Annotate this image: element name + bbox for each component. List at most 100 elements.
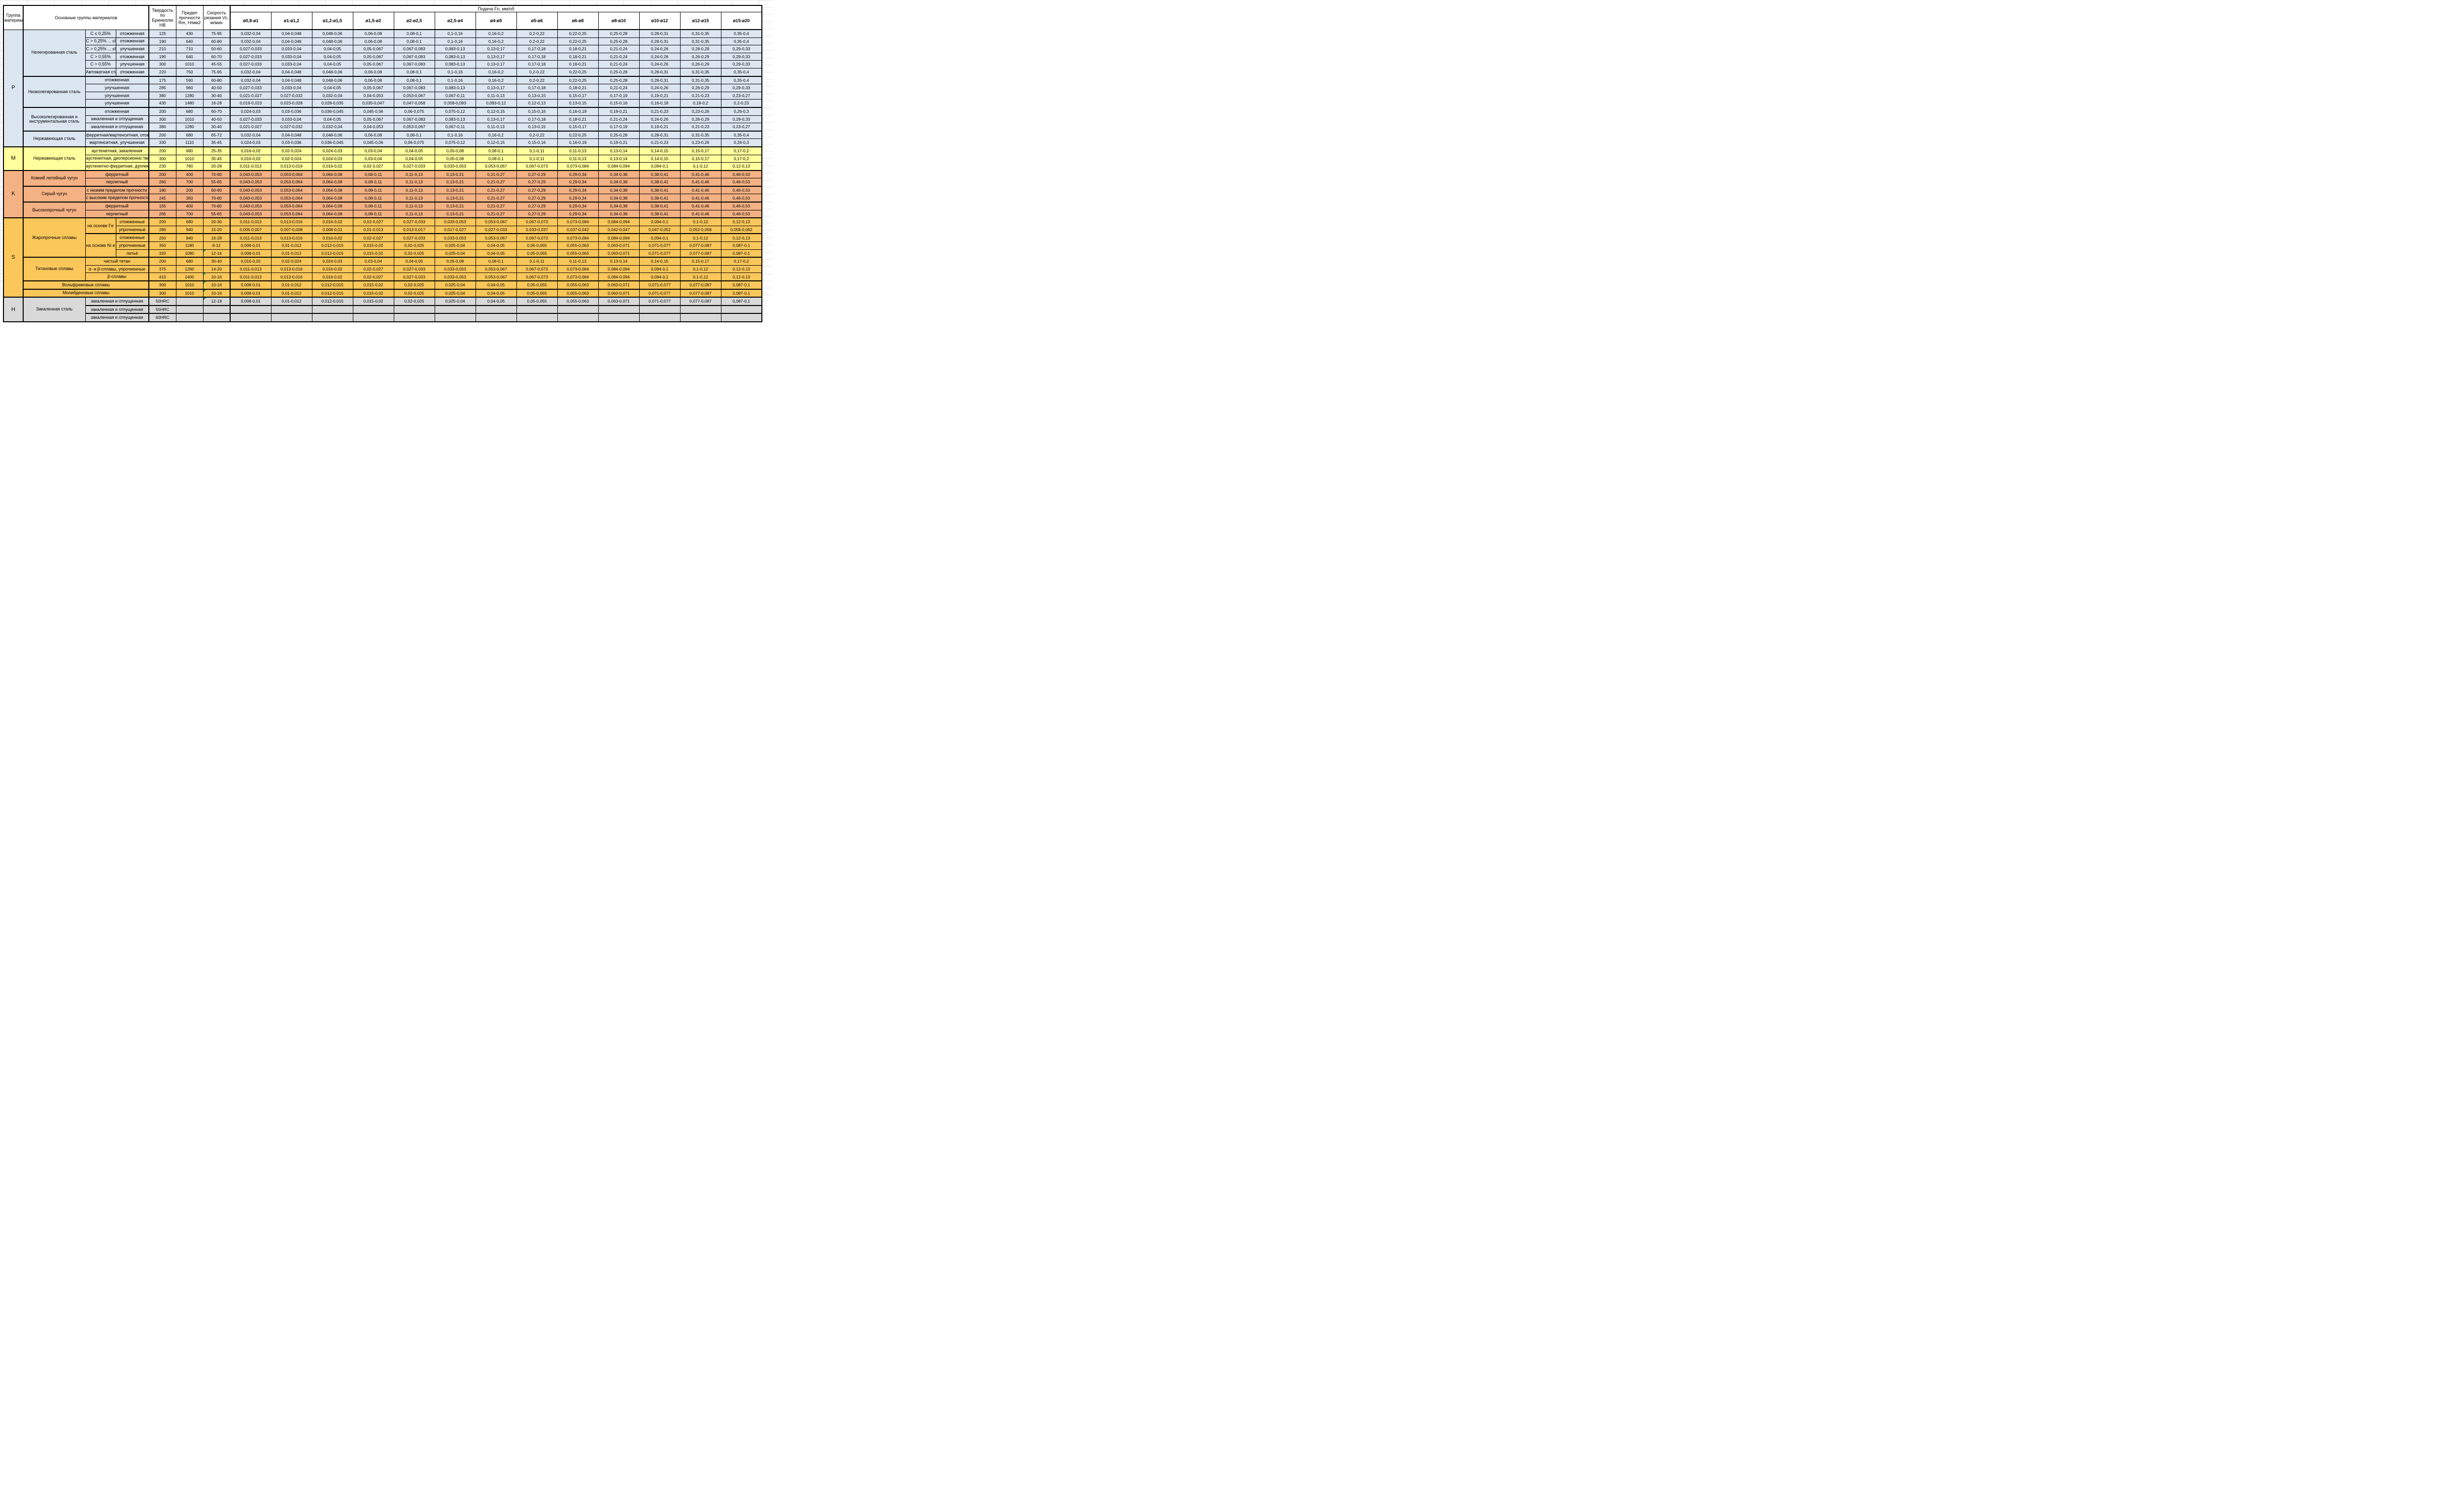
feed-cell[interactable]: 0,02-0,025 — [393, 297, 435, 306]
feed-cell[interactable]: 0,26-0,3 — [720, 138, 762, 147]
feed-cell[interactable]: 0,08-0,1 — [475, 154, 517, 163]
hb-cell[interactable]: 300 — [148, 60, 176, 68]
submaterial-cell[interactable]: C > 0,55% — [85, 52, 116, 61]
feed-cell[interactable]: 0,24-0,26 — [639, 115, 681, 124]
feed-cell[interactable]: 0,23-0,27 — [720, 123, 762, 132]
feed-cell[interactable] — [230, 313, 272, 322]
feed-cell[interactable]: 0,015-0,02 — [352, 297, 394, 306]
vc-cell[interactable]: 16-28 — [203, 99, 231, 108]
feed-cell[interactable]: 0,31-0,35 — [680, 130, 721, 139]
feed-cell[interactable]: 0,025-0,04 — [434, 297, 476, 306]
feed-cell[interactable] — [557, 313, 599, 322]
rm-cell[interactable]: 350 — [175, 194, 204, 203]
feed-cell[interactable]: 0,024-0,03 — [311, 146, 353, 155]
submaterial-cell[interactable]: C > 0,25% ... ≤0,55% — [85, 45, 116, 53]
hb-cell[interactable]: 410 — [148, 273, 176, 281]
feed-cell[interactable]: 0,032-0,04 — [230, 29, 272, 38]
feed-cell[interactable]: 0,053-0,064 — [271, 185, 312, 195]
feed-cell[interactable]: 0,083-0,13 — [434, 115, 476, 124]
feed-cell[interactable]: 0,027-0,033 — [475, 225, 517, 234]
feed-cell[interactable]: 0,1-0,12 — [680, 273, 721, 281]
feed-cell[interactable]: 0,032-0,04 — [230, 37, 272, 46]
hb-cell[interactable]: 180 — [148, 185, 176, 195]
feed-cell[interactable]: 0,15-0,16 — [516, 138, 558, 147]
state-cell[interactable]: аустенитная, закаленная — [85, 146, 149, 155]
feed-cell[interactable]: 0,29-0,33 — [720, 60, 762, 68]
feed-cell[interactable]: 0,05-0,055 — [516, 288, 558, 298]
feed-cell[interactable]: 0,16-0,19 — [557, 138, 599, 147]
feed-cell[interactable]: 0,01-0,012 — [271, 297, 312, 306]
feed-cell[interactable]: 0,1-0,11 — [516, 257, 558, 266]
feed-cell[interactable] — [598, 305, 640, 314]
state-cell[interactable]: улучшенная — [115, 60, 149, 68]
feed-cell[interactable]: 0,021-0,027 — [230, 123, 272, 132]
feed-cell[interactable]: 0,21-0,23 — [639, 106, 681, 116]
feed-cell[interactable]: 0,075-0,12 — [434, 106, 476, 116]
state-cell[interactable]: ферритная/мартенситная, отожженная — [85, 130, 149, 139]
feed-cell[interactable]: 0,26-0,29 — [680, 115, 721, 124]
feed-cell[interactable]: 0,46-0,53 — [720, 170, 762, 179]
hb-cell[interactable]: 210 — [148, 45, 176, 53]
feed-cell[interactable]: 0,11-0,13 — [393, 185, 435, 195]
hb-cell[interactable]: 285 — [148, 84, 176, 92]
feed-cell[interactable] — [720, 305, 762, 314]
rm-cell[interactable]: 680 — [175, 257, 204, 266]
feed-cell[interactable]: 0,055-0,063 — [557, 280, 599, 290]
feed-cell[interactable]: 0,03-0,04 — [352, 257, 394, 266]
feed-cell[interactable]: 0,38-0,41 — [639, 209, 681, 218]
feed-cell[interactable]: 0,16-0,18 — [639, 99, 681, 108]
feed-cell[interactable]: 0,46-0,53 — [720, 202, 762, 210]
feed-cell[interactable]: 0,38-0,41 — [639, 185, 681, 195]
hb-cell[interactable]: 265 — [148, 209, 176, 218]
feed-cell[interactable]: 0,13-0,14 — [598, 146, 640, 155]
feed-cell[interactable]: 0,02-0,024 — [271, 257, 312, 266]
feed-cell[interactable]: 0,1-0,16 — [434, 29, 476, 38]
feed-cell[interactable]: 0,29-0,34 — [557, 185, 599, 195]
feed-cell[interactable]: 0,29-0,34 — [557, 194, 599, 203]
feed-cell[interactable]: 0,05-0,08 — [434, 146, 476, 155]
state-cell[interactable]: ферритный — [85, 202, 149, 210]
feed-cell[interactable]: 0,17-0,18 — [516, 52, 558, 61]
feed-cell[interactable]: 0,02-0,027 — [352, 233, 394, 242]
feed-cell[interactable]: 0,084-0,094 — [598, 162, 640, 171]
feed-cell[interactable]: 0,41-0,46 — [680, 194, 721, 203]
state-cell[interactable]: отожженная — [115, 37, 149, 46]
feed-cell[interactable]: 0,083-0,13 — [434, 45, 476, 53]
vc-cell[interactable]: 40-50 — [203, 115, 231, 124]
hb-cell[interactable]: 55HRC — [148, 305, 176, 314]
feed-cell[interactable]: 0,26-0,29 — [680, 84, 721, 92]
feed-cell[interactable]: 0,2-0,22 — [516, 68, 558, 77]
feed-cell[interactable]: 0,34-0,38 — [598, 178, 640, 187]
feed-cell[interactable]: 0,11-0,13 — [557, 146, 599, 155]
feed-cell[interactable]: 0,013-0,016 — [271, 233, 312, 242]
feed-cell[interactable]: 0,27-0,29 — [516, 209, 558, 218]
feed-cell[interactable]: 0,27-0,29 — [516, 178, 558, 187]
feed-cell[interactable]: 0,13-0,21 — [434, 185, 476, 195]
feed-cell[interactable]: 0,01-0,012 — [271, 280, 312, 290]
vc-cell[interactable]: 30-40 — [203, 123, 231, 132]
feed-cell[interactable]: 0,01-0,012 — [271, 249, 312, 258]
feed-cell[interactable]: 0,13-0,15 — [557, 99, 599, 108]
feed-cell[interactable]: 0,077-0,087 — [680, 288, 721, 298]
feed-cell[interactable]: 0,12-0,13 — [720, 233, 762, 242]
feed-cell[interactable]: 0,2-0,22 — [516, 29, 558, 38]
feed-cell[interactable]: 0,067-0,11 — [434, 91, 476, 100]
feed-cell[interactable]: 0,027-0,033 — [230, 52, 272, 61]
feed-cell[interactable]: 0,25-0,28 — [598, 29, 640, 38]
feed-cell[interactable] — [639, 305, 681, 314]
hb-cell[interactable]: 280 — [148, 225, 176, 234]
feed-cell[interactable]: 0,29-0,34 — [557, 202, 599, 210]
vc-cell[interactable]: 60-80 — [203, 75, 231, 85]
material-cell[interactable]: Ковкий литейный чугун — [23, 170, 86, 187]
feed-cell[interactable]: 0,27-0,29 — [516, 194, 558, 203]
feed-cell[interactable]: 0,13-0,21 — [434, 209, 476, 218]
feed-cell[interactable]: 0,08-0,11 — [352, 202, 394, 210]
feed-cell[interactable]: 0,18-0,21 — [557, 60, 599, 68]
feed-cell[interactable]: 0,028-0,035 — [311, 99, 353, 108]
feed-cell[interactable]: 0,13-0,14 — [598, 154, 640, 163]
state-cell[interactable]: улучшенная — [115, 45, 149, 53]
feed-cell[interactable]: 0,22-0,25 — [557, 130, 599, 139]
vc-cell[interactable]: 55-65 — [203, 178, 231, 187]
rm-cell[interactable]: 940 — [175, 225, 204, 234]
feed-cell[interactable]: 0,25-0,28 — [598, 37, 640, 46]
